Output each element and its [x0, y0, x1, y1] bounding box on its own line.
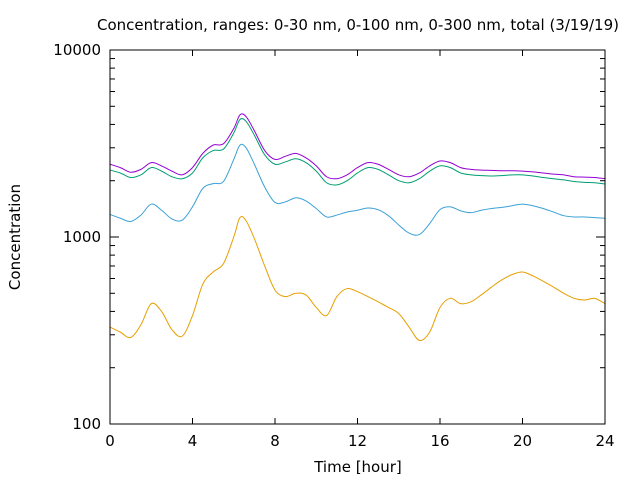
- x-axis-label: Time [hour]: [313, 458, 402, 476]
- y-tick-label: 1000: [63, 228, 101, 246]
- x-tick-label: 16: [430, 432, 449, 450]
- y-tick-label: 100: [72, 415, 101, 433]
- y-axis-label: Concentration: [6, 184, 24, 290]
- x-tick-label: 20: [513, 432, 532, 450]
- axis-ticks: 0 4 8 12 16 20 24 100 1000 10000: [53, 41, 614, 450]
- chart-title: Concentration, ranges: 0-30 nm, 0-100 nm…: [97, 16, 619, 34]
- series-line-3: [109, 143, 606, 236]
- series-line-4: [109, 215, 606, 341]
- series-line-2: [109, 118, 606, 186]
- x-tick-label: 12: [348, 432, 367, 450]
- series-layer: [109, 113, 606, 341]
- x-tick-label: 8: [270, 432, 280, 450]
- series-line-1: [109, 113, 606, 180]
- y-tick-label: 10000: [53, 41, 101, 59]
- x-tick-label: 0: [105, 432, 115, 450]
- x-tick-label: 24: [595, 432, 614, 450]
- x-tick-label: 4: [188, 432, 198, 450]
- plot-frame: [109, 49, 606, 425]
